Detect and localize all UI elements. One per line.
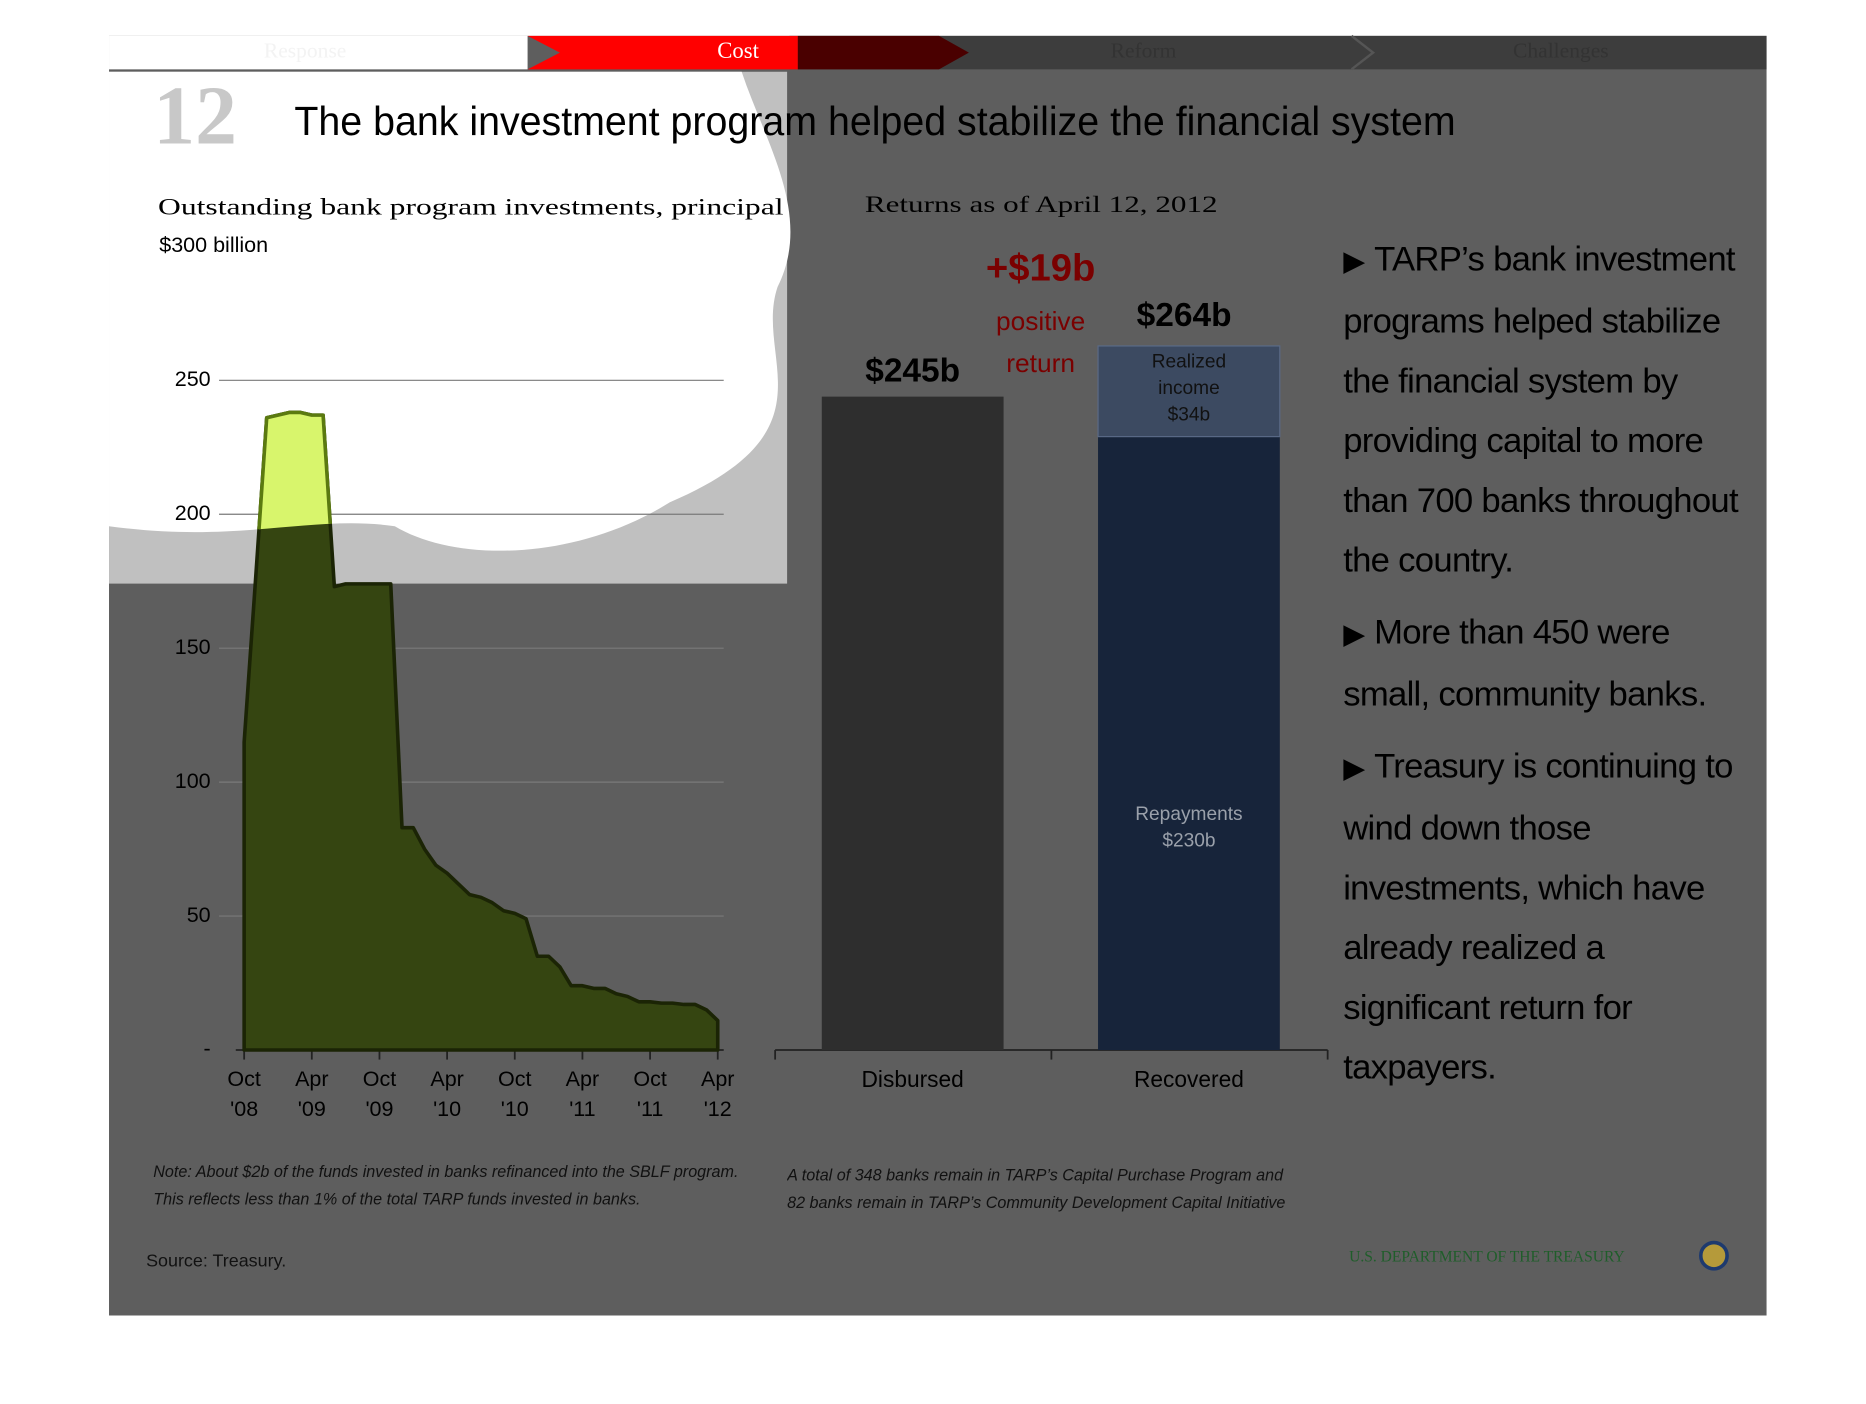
chart-subtitle: Returns as of April 12, 2012 [865,192,1218,217]
x-tick-label: Oct '11 [633,1067,666,1121]
y-tick-label: 200 [175,501,211,525]
bullets: TARP’s bank investment programs helped s… [1343,230,1744,1175]
y-tick-label: 100 [175,769,211,793]
x-tick-label: Apr '12 [701,1067,734,1121]
bullet: Treasury is continuing to wind down thos… [1343,737,1744,1098]
x-tick-label: Apr '10 [430,1067,463,1121]
x-tick-label: Recovered [1134,1066,1244,1092]
note-text: Note: About $2b of the funds invested in… [153,1162,739,1208]
annotation: positive return [996,306,1085,378]
total-label: $264b [1137,297,1232,334]
nav-chevron [1350,34,1376,71]
y-tick-label: 150 [175,635,211,659]
seal [1698,1240,1729,1271]
segment-name: Realized income [1152,352,1226,399]
area-chart: - 50 100 150 200 250 $300 billion Oct '08 Apr '09 O… [159,233,734,1120]
bar-segment [1098,436,1280,1051]
slide-title: The bank investment program helped stabi… [294,98,1455,144]
y-tick-label: $300 billion [159,233,268,257]
x-tick-label: Disbursed [862,1066,964,1092]
area-highlight [242,410,720,551]
footer: U.S. DEPARTMENT OF THE TREASURY [1349,1249,1625,1266]
slide-number: 12 [153,70,237,163]
note-text: A total of 348 banks remain in TARP’s Ca… [787,1166,1286,1212]
nav-item[interactable]: Reform [1111,39,1177,63]
y-tick-label: - [203,1037,210,1061]
value-label: $245b [865,353,960,390]
annotation: +$19b [986,246,1096,289]
x-tick-label: Apr '11 [566,1067,599,1121]
nav-item[interactable]: Cost [717,38,759,63]
value-label: $230b [1162,830,1215,851]
x-tick-label: Oct '08 [227,1067,260,1121]
note: A total of 348 banks remain in TARP’s Ca… [787,1166,1286,1212]
nav-item[interactable]: Challenges [1513,39,1609,63]
nav-item[interactable]: Response [264,39,346,63]
x-tick-label: Oct '09 [363,1067,396,1121]
chart-title: Outstanding bank program investments, pr… [158,195,783,220]
bullet: TARP’s bank investment programs helped s… [1343,230,1744,591]
x-tick-label: Apr '09 [295,1067,328,1121]
note: Note: About $2b of the funds invested in… [153,1162,739,1208]
y-tick-label: 50 [187,903,211,927]
value-label: $34b [1168,404,1211,425]
x-tick-label: Oct '10 [498,1067,531,1121]
nav-arrow [797,35,969,70]
bar-chart: Disbursed $245b Recovered Repayments $230b Re… [774,246,1329,1092]
bar-segment [821,396,1004,1051]
bar-segment [1097,345,1281,438]
nav-active [527,35,798,70]
nav-blank [109,35,528,70]
y-tick-label: 250 [175,367,211,391]
source: Source: Treasury. [146,1250,286,1270]
bullet: More than 450 were small, community bank… [1343,603,1744,725]
segment-name: Repayments [1135,804,1242,825]
